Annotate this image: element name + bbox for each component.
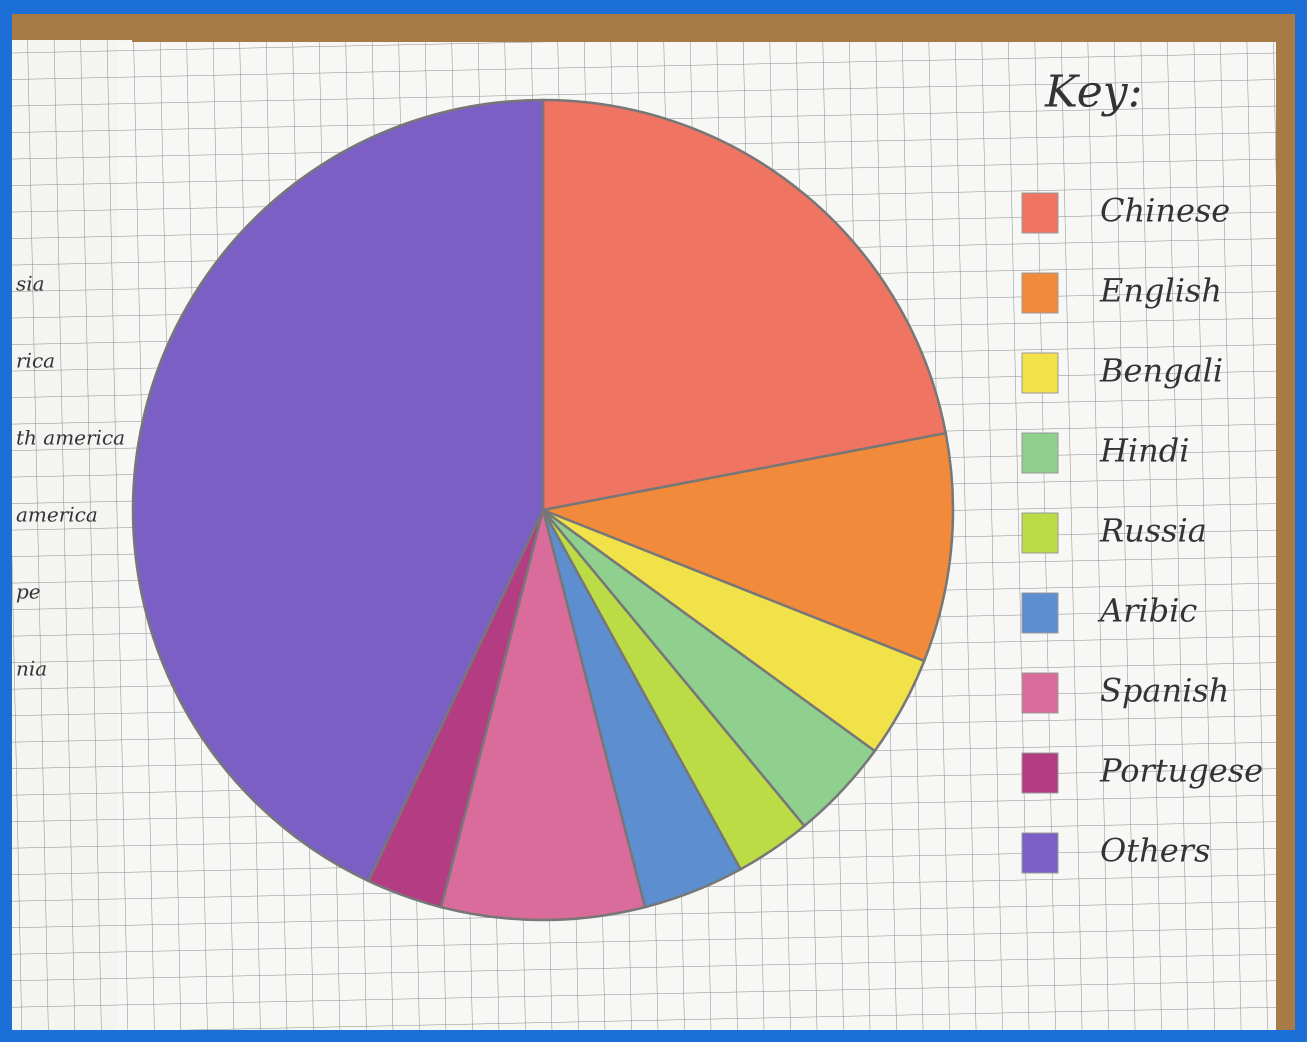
legend-swatch	[1021, 512, 1059, 554]
legend-label: Portugese	[1099, 752, 1263, 790]
pie-slice	[538, 431, 955, 663]
pie-slice	[439, 509, 647, 922]
legend-swatch	[1021, 272, 1059, 314]
legend-swatch	[1021, 432, 1059, 474]
page-fragment: sia	[16, 272, 45, 296]
legend-label: Hindi	[1099, 432, 1189, 470]
legend-label: Aribic	[1097, 592, 1197, 630]
page-fragment: america	[16, 503, 98, 527]
pie-slice	[131, 98, 545, 883]
page-fragment: nia	[16, 657, 47, 681]
pie	[131, 98, 955, 922]
page-fragment: th america	[16, 426, 125, 450]
legend-swatch	[1021, 672, 1059, 714]
legend-label: Others	[1100, 832, 1210, 870]
legend-label: English	[1099, 272, 1222, 310]
page-fragment: pe	[16, 580, 41, 604]
legend-swatch	[1021, 752, 1059, 794]
left-page-text: sia rica th america america pe nia	[16, 272, 125, 681]
page-fragment: rica	[16, 349, 55, 373]
legend-swatch	[1021, 832, 1059, 874]
legend-swatch	[1021, 592, 1059, 634]
pie-slice	[541, 98, 948, 512]
legend-label: Bengali	[1099, 352, 1223, 390]
legend-label: Russia	[1099, 512, 1207, 550]
legend-label: Chinese	[1100, 192, 1230, 230]
legend-swatch	[1021, 352, 1059, 394]
legend-swatch	[1021, 192, 1059, 234]
legend-label: Spanish	[1100, 672, 1229, 710]
left-page-grid	[12, 40, 132, 1030]
legend: Chinese English Bengali Hindi Russia Aribic Sp…	[1021, 192, 1263, 874]
legend-title: Key:	[1044, 67, 1142, 118]
